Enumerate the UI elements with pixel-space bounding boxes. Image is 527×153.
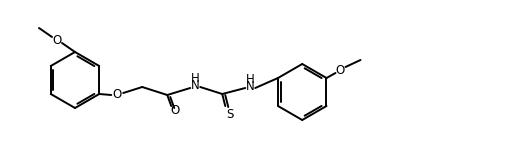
Text: O: O xyxy=(52,34,62,47)
Text: H: H xyxy=(246,73,255,86)
Text: H: H xyxy=(191,71,200,84)
Text: N: N xyxy=(191,78,200,91)
Text: O: O xyxy=(336,63,345,76)
Text: O: O xyxy=(171,104,180,118)
Text: S: S xyxy=(227,108,234,121)
Text: O: O xyxy=(113,88,122,101)
Text: N: N xyxy=(246,80,255,93)
